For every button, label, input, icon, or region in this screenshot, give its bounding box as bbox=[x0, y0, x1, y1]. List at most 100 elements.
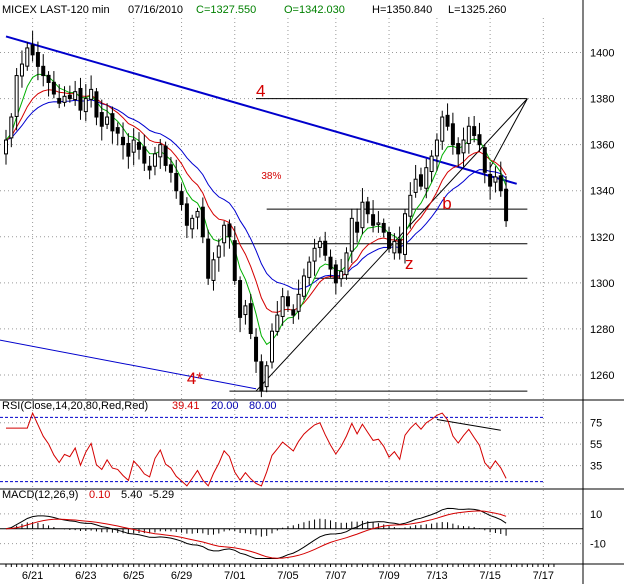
candle-body bbox=[424, 167, 429, 189]
candle-body bbox=[243, 305, 248, 316]
candle-body bbox=[121, 136, 126, 146]
rsi-tick-label: 75 bbox=[590, 418, 602, 430]
x-tick-label: 7/15 bbox=[479, 570, 500, 582]
rsi-value: 39.41 bbox=[172, 400, 200, 412]
x-tick-label: 6/29 bbox=[171, 570, 192, 582]
candle-body bbox=[195, 210, 200, 218]
chart-annotation: 38% bbox=[261, 171, 281, 182]
annotations-layer: 4 4* b z 38% bbox=[187, 81, 452, 388]
x-tick-label: 7/13 bbox=[426, 570, 447, 582]
trendline bbox=[0, 339, 257, 390]
candle-body bbox=[270, 330, 274, 363]
x-tick-label: 7/17 bbox=[533, 570, 554, 582]
candle-body bbox=[19, 63, 24, 77]
ticks-layer: 6/21 6/23 6/25 6/29 7/01 7/05 7/07 7/09 7/13 7/15… bbox=[22, 48, 615, 582]
candle-body bbox=[450, 123, 455, 146]
macd-value: 5.40 bbox=[121, 489, 142, 501]
candle-body bbox=[317, 240, 322, 248]
candle-body bbox=[291, 309, 296, 316]
header-low: L=1325.260 bbox=[448, 4, 506, 16]
candle-body bbox=[57, 97, 62, 104]
candle-body bbox=[105, 116, 110, 125]
candle-body bbox=[216, 245, 221, 258]
candle-body bbox=[99, 112, 104, 127]
header-close: C=1327.550 bbox=[196, 4, 256, 16]
x-tick-label: 7/09 bbox=[378, 570, 399, 582]
trendline bbox=[255, 98, 528, 392]
candle-body bbox=[51, 81, 56, 95]
candle-body bbox=[349, 217, 354, 252]
candle-body bbox=[174, 173, 179, 192]
candle-body bbox=[137, 142, 141, 150]
candle-body bbox=[381, 222, 386, 233]
candle-body bbox=[440, 116, 445, 142]
candle-body bbox=[408, 194, 413, 217]
candle-body bbox=[493, 176, 498, 183]
candle-body bbox=[466, 125, 471, 144]
price-tick-label: 1400 bbox=[590, 48, 614, 60]
ma-mid-line bbox=[5, 89, 507, 313]
rsi-line bbox=[6, 411, 507, 487]
rsi-title: RSI(Close,14,20,80,Red,Red) bbox=[2, 400, 148, 412]
candle-body bbox=[30, 44, 35, 56]
candle-body bbox=[9, 116, 14, 139]
macd-tick-label: -10 bbox=[590, 539, 606, 551]
x-tick-label: 7/07 bbox=[325, 570, 346, 582]
candle-body bbox=[179, 191, 184, 206]
price-tick-label: 1380 bbox=[590, 94, 614, 106]
rsi-level-low-label: 20.00 bbox=[211, 400, 239, 412]
macd-signal-value: -5.29 bbox=[149, 489, 174, 501]
macd-tick-label: 10 bbox=[590, 509, 602, 521]
candle-body bbox=[110, 113, 115, 132]
candle-body bbox=[355, 221, 360, 233]
candle-body bbox=[461, 139, 466, 154]
ma-slow-line bbox=[5, 99, 507, 290]
candle-body bbox=[41, 65, 46, 77]
price-tick-label: 1280 bbox=[590, 324, 614, 336]
candle-body bbox=[344, 252, 349, 276]
candle-body bbox=[163, 145, 168, 166]
price-tick-label: 1340 bbox=[590, 186, 614, 198]
trendline bbox=[489, 98, 528, 168]
price-tick-label: 1300 bbox=[590, 278, 614, 290]
candle-body bbox=[285, 296, 290, 307]
candle-body bbox=[158, 144, 163, 158]
candle-body bbox=[168, 164, 173, 173]
candle-body bbox=[498, 175, 503, 192]
candle-body bbox=[25, 47, 30, 67]
candle-body bbox=[248, 303, 253, 335]
candle-body bbox=[147, 165, 152, 171]
rsi-tick-label: 55 bbox=[590, 439, 602, 451]
candle-body bbox=[371, 214, 376, 226]
candle-body bbox=[472, 126, 477, 136]
header-high: H=1350.840 bbox=[372, 4, 432, 16]
x-tick-label: 6/23 bbox=[75, 570, 96, 582]
x-tick-label: 7/01 bbox=[224, 570, 245, 582]
rsi-tick-label: 35 bbox=[590, 461, 602, 473]
candle-body bbox=[238, 280, 243, 318]
candle-body bbox=[456, 143, 461, 155]
macd-signal-line bbox=[5, 510, 507, 559]
candle-body bbox=[275, 314, 280, 332]
candle-body bbox=[413, 178, 418, 193]
candle-body bbox=[152, 153, 157, 167]
candle-body bbox=[190, 217, 195, 230]
candle-body bbox=[307, 261, 312, 278]
candle-body bbox=[296, 293, 301, 312]
candle-body bbox=[211, 259, 216, 281]
candle-body bbox=[264, 365, 269, 388]
candle-body bbox=[14, 75, 19, 117]
candle-body bbox=[365, 201, 370, 215]
candle-body bbox=[94, 91, 99, 118]
candle-body bbox=[323, 240, 328, 256]
price-tick-label: 1320 bbox=[590, 232, 614, 244]
candle-body bbox=[376, 222, 381, 225]
candle-body bbox=[83, 98, 88, 113]
candle-body bbox=[301, 275, 306, 297]
candle-body bbox=[387, 232, 392, 249]
candle-body bbox=[4, 139, 8, 155]
x-tick-label: 6/25 bbox=[123, 570, 144, 582]
price-tick-label: 1360 bbox=[590, 140, 614, 152]
candle-body bbox=[488, 173, 493, 187]
